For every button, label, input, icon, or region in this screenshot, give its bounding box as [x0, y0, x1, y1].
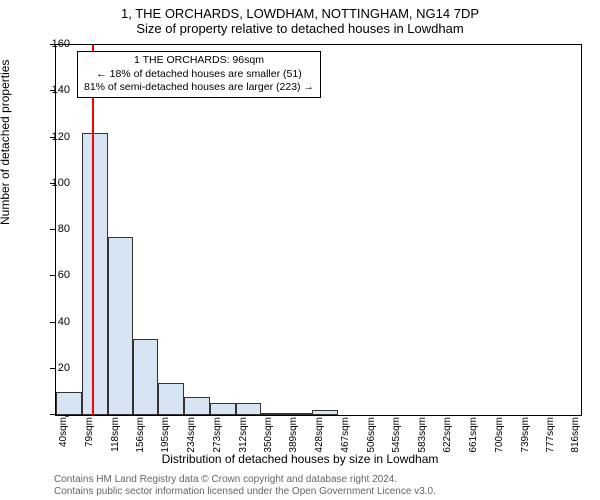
xtick-label: 545sqm [391, 417, 402, 457]
histogram-bar [108, 237, 133, 415]
xtick-label: 467sqm [340, 417, 351, 457]
marker-line [92, 45, 94, 415]
annotation-line-3: 81% of semi-detached houses are larger (… [84, 81, 314, 95]
histogram-bar [236, 403, 261, 415]
xtick-label: 583sqm [417, 417, 428, 457]
xtick-label: 195sqm [160, 417, 171, 457]
histogram-bar [312, 410, 338, 415]
xtick-label: 777sqm [545, 417, 556, 457]
histogram-bar [56, 392, 82, 415]
xtick-label: 156sqm [135, 417, 146, 457]
xtick-label: 506sqm [366, 417, 377, 457]
xtick-label: 273sqm [212, 417, 223, 457]
xtick-label: 816sqm [570, 417, 581, 457]
annotation-line-2: ← 18% of detached houses are smaller (51… [84, 68, 314, 82]
xtick-label: 700sqm [494, 417, 505, 457]
xtick-label: 622sqm [442, 417, 453, 457]
footer-attribution: Contains HM Land Registry data © Crown c… [54, 474, 436, 498]
xtick-label: 428sqm [314, 417, 325, 457]
histogram-bar [158, 383, 184, 415]
y-axis-label: Number of detached properties [0, 60, 12, 225]
xtick-label: 234sqm [186, 417, 197, 457]
xtick-label: 118sqm [110, 417, 121, 457]
xtick-label: 739sqm [520, 417, 531, 457]
histogram-bar [286, 413, 312, 415]
plot-area: 1 THE ORCHARDS: 96sqm ← 18% of detached … [55, 44, 582, 416]
footer-line-1: Contains HM Land Registry data © Crown c… [54, 474, 436, 486]
chart-container: 1, THE ORCHARDS, LOWDHAM, NOTTINGHAM, NG… [0, 0, 600, 500]
xtick-label: 40sqm [58, 417, 69, 457]
annotation-box: 1 THE ORCHARDS: 96sqm ← 18% of detached … [77, 51, 321, 98]
footer-line-2: Contains public sector information licen… [54, 486, 436, 498]
xtick-label: 661sqm [468, 417, 479, 457]
histogram-bar [261, 413, 287, 415]
chart-title-1: 1, THE ORCHARDS, LOWDHAM, NOTTINGHAM, NG… [0, 0, 600, 21]
annotation-line-1: 1 THE ORCHARDS: 96sqm [84, 54, 314, 68]
xtick-label: 312sqm [238, 417, 249, 457]
histogram-bar [184, 397, 210, 416]
histogram-bar [210, 403, 236, 415]
xtick-label: 389sqm [288, 417, 299, 457]
chart-title-2: Size of property relative to detached ho… [0, 21, 600, 36]
xtick-label: 79sqm [84, 417, 95, 457]
histogram-bar [133, 339, 159, 415]
histogram-bar [82, 133, 108, 415]
xtick-label: 350sqm [263, 417, 274, 457]
